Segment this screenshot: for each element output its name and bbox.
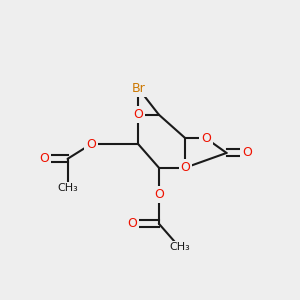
Text: O: O <box>128 217 137 230</box>
Text: O: O <box>180 161 190 174</box>
Text: O: O <box>201 132 211 145</box>
Text: O: O <box>242 146 252 159</box>
Text: O: O <box>86 138 96 151</box>
Text: O: O <box>133 108 143 121</box>
Text: CH₃: CH₃ <box>57 183 78 193</box>
Text: CH₃: CH₃ <box>169 242 190 252</box>
Text: Br: Br <box>131 82 145 95</box>
Text: O: O <box>39 152 49 165</box>
Text: O: O <box>154 188 164 201</box>
